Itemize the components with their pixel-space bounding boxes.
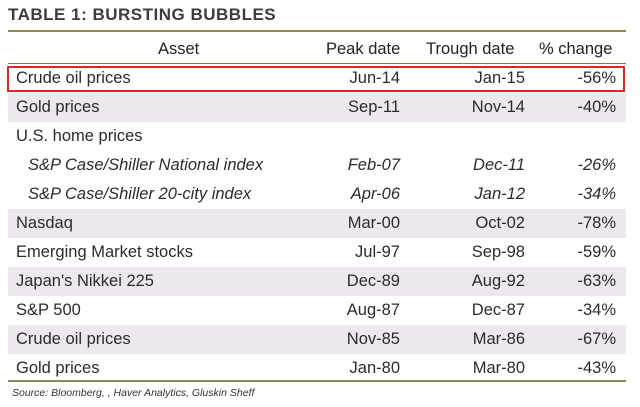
- trough-date-cell: Aug-92: [471, 272, 525, 290]
- trough-date-cell: Jan-15: [474, 69, 525, 87]
- asset-cell: Crude oil prices: [16, 69, 131, 87]
- peak-date-cell: Nov-85: [346, 330, 400, 348]
- asset-cell: Crude oil prices: [16, 330, 131, 348]
- asset-cell: U.S. home prices: [16, 127, 143, 145]
- header-percent-change: % change: [539, 40, 613, 58]
- peak-date-cell: Mar-00: [347, 214, 400, 232]
- peak-date-cell: Feb-07: [347, 156, 400, 174]
- table-row: Crude oil prices Jun-14 Jan-15 -56%: [8, 64, 626, 93]
- trough-date-cell: Mar-86: [472, 330, 525, 348]
- table-row: S&P 500 Aug-87 Dec-87 -34%: [8, 296, 626, 325]
- peak-date-cell: Sep-11: [348, 98, 400, 116]
- percent-change-cell: -56%: [577, 69, 616, 87]
- bottom-rule: [8, 380, 626, 382]
- table-row: Gold prices Jan-80 Mar-80 -43%: [8, 354, 626, 383]
- asset-cell: Nasdaq: [16, 214, 73, 232]
- asset-cell: Japan's Nikkei 225: [16, 272, 154, 290]
- trough-date-cell: Dec-87: [471, 301, 525, 319]
- header-trough-date: Trough date: [426, 40, 515, 58]
- highlight-box: [7, 66, 625, 92]
- trough-date-cell: Oct-02: [475, 214, 525, 232]
- header-asset: Asset: [158, 40, 200, 58]
- asset-cell: S&P Case/Shiller 20-city index: [28, 185, 252, 203]
- table-row: Emerging Market stocks Jul-97 Sep-98 -59%: [8, 238, 626, 267]
- table-row: Gold prices Sep-11 Nov-14 -40%: [8, 93, 626, 122]
- trough-date-cell: Sep-98: [471, 243, 525, 261]
- peak-date-cell: Aug-87: [346, 301, 400, 319]
- percent-change-cell: -78%: [577, 214, 616, 232]
- percent-change-cell: -34%: [577, 185, 616, 203]
- peak-date-cell: Jun-14: [349, 69, 400, 87]
- table-row: U.S. home prices: [8, 122, 626, 151]
- trough-date-cell: Mar-80: [472, 359, 525, 377]
- asset-cell: Emerging Market stocks: [16, 243, 193, 261]
- peak-date-cell: Dec-89: [346, 272, 400, 290]
- asset-cell: S&P 500: [16, 301, 81, 319]
- percent-change-cell: -59%: [577, 243, 616, 261]
- table-body: Crude oil prices Jun-14 Jan-15 -56% Gold pri…: [8, 64, 626, 383]
- percent-change-cell: -34%: [577, 301, 616, 319]
- peak-date-cell: Jan-80: [349, 359, 400, 377]
- percent-change-cell: -40%: [577, 98, 616, 116]
- trough-date-cell: Dec-11: [473, 156, 525, 174]
- trough-date-cell: Nov-14: [471, 98, 525, 116]
- table-row: Crude oil prices Nov-85 Mar-86 -67%: [8, 325, 626, 354]
- trough-date-cell: Jan-12: [474, 185, 525, 203]
- table-row: Japan's Nikkei 225 Dec-89 Aug-92 -63%: [8, 267, 626, 296]
- peak-date-cell: Jul-97: [355, 243, 400, 261]
- asset-cell: Gold prices: [16, 359, 100, 377]
- top-rule: [8, 30, 626, 32]
- percent-change-cell: -26%: [577, 156, 616, 174]
- percent-change-cell: -67%: [577, 330, 616, 348]
- header-rule: [8, 63, 626, 64]
- table-row: S&P Case/Shiller 20-city index Apr-06 Jan-…: [8, 180, 626, 209]
- table-title: TABLE 1: BURSTING BUBBLES: [8, 5, 277, 24]
- peak-date-cell: Apr-06: [350, 185, 400, 203]
- table-row: Nasdaq Mar-00 Oct-02 -78%: [8, 209, 626, 238]
- percent-change-cell: -63%: [577, 272, 616, 290]
- header-peak-date: Peak date: [326, 40, 401, 58]
- table-header: Asset Peak date Trough date % change: [8, 38, 626, 64]
- source-note: Source: Bloomberg, , Haver Analytics, Gl…: [12, 387, 255, 399]
- table-row: S&P Case/Shiller National index Feb-07 Dec…: [8, 151, 626, 180]
- asset-cell: S&P Case/Shiller National index: [28, 156, 264, 174]
- asset-cell: Gold prices: [16, 98, 100, 116]
- percent-change-cell: -43%: [577, 359, 616, 377]
